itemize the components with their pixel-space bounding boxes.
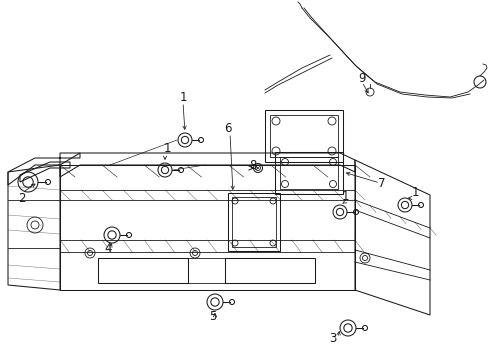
Text: 1: 1: [341, 189, 349, 202]
Bar: [225, 258, 315, 283]
Text: 4: 4: [104, 242, 112, 255]
Text: 3: 3: [329, 332, 337, 345]
Text: 5: 5: [209, 310, 217, 323]
Bar: [280, 157, 338, 189]
Bar: [98, 258, 188, 283]
Bar: [232, 197, 276, 247]
Text: 1: 1: [163, 141, 171, 154]
Text: 8: 8: [249, 158, 257, 171]
Text: 9: 9: [358, 72, 366, 85]
Text: 1: 1: [411, 185, 419, 198]
Bar: [265, 110, 343, 162]
Bar: [275, 152, 343, 194]
Text: 6: 6: [224, 122, 232, 135]
Text: 1: 1: [179, 90, 187, 104]
Text: 2: 2: [18, 192, 26, 204]
Bar: [228, 193, 280, 251]
Text: 7: 7: [378, 176, 386, 189]
Bar: [270, 115, 338, 157]
